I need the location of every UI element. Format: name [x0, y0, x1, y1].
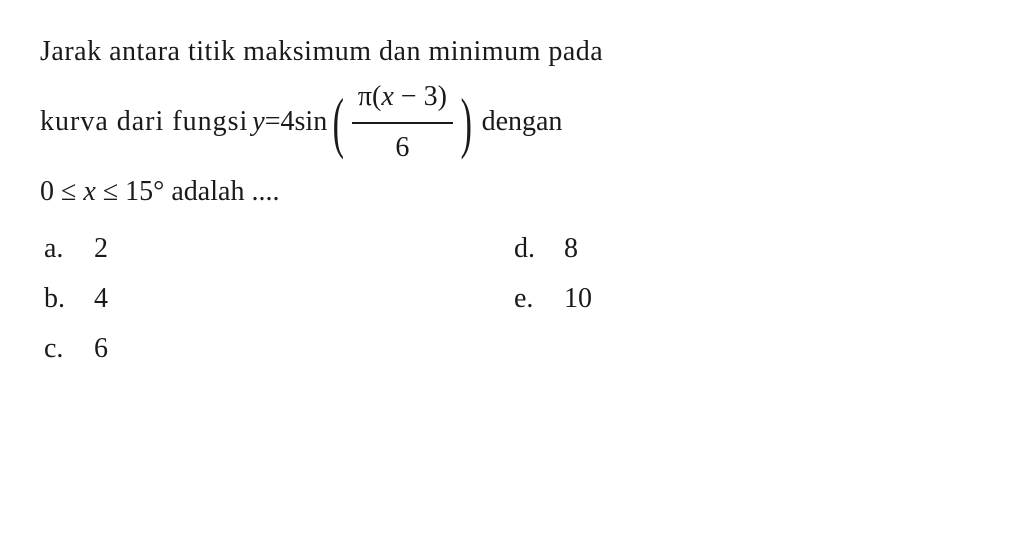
equation: y = 4 sin ( π(x − 3) 6 ) [252, 75, 477, 171]
option-d-value: 8 [564, 233, 578, 265]
option-b: b. 4 [44, 283, 514, 315]
option-c-value: 6 [94, 333, 108, 365]
option-e-letter: e. [514, 283, 564, 315]
frac-pi: π [358, 81, 372, 112]
line2-right-text: dengan [482, 100, 563, 145]
eq-coef: 4 [281, 100, 295, 145]
question-block: Jarak antara titik maksimum dan minimum … [40, 30, 984, 215]
eq-fn: sin [295, 100, 328, 145]
question-line-3: 0 ≤ x ≤ 15° adalah .... [40, 170, 984, 215]
question-line-1: Jarak antara titik maksimum dan minimum … [40, 30, 984, 75]
close-paren-icon: ) [461, 95, 472, 149]
option-a: a. 2 [44, 233, 514, 265]
frac-close: ) [438, 81, 447, 112]
range-var: x [83, 176, 95, 207]
option-a-letter: a. [44, 233, 94, 265]
frac-minus: − 3 [394, 81, 438, 112]
range-lhs: 0 ≤ [40, 176, 83, 207]
option-b-value: 4 [94, 283, 108, 315]
option-a-value: 2 [94, 233, 108, 265]
option-b-letter: b. [44, 283, 94, 315]
options-grid: a. 2 b. 4 c. 6 d. 8 e. 10 [40, 233, 984, 365]
eq-equals: = [265, 100, 281, 145]
open-paren-icon: ( [333, 95, 344, 149]
frac-open: ( [372, 81, 381, 112]
option-e-value: 10 [564, 283, 592, 315]
option-d: d. 8 [514, 233, 984, 265]
fraction-denominator: 6 [395, 124, 409, 171]
option-c-letter: c. [44, 333, 94, 365]
option-d-letter: d. [514, 233, 564, 265]
fraction: π(x − 3) 6 [352, 75, 453, 171]
option-e: e. 10 [514, 283, 984, 315]
fraction-numerator: π(x − 3) [352, 75, 453, 124]
question-line-2: kurva dari fungsi y = 4 sin ( π(x − 3) 6… [40, 75, 984, 171]
frac-var: x [381, 81, 393, 112]
eq-y: y [252, 100, 264, 145]
range-rhs: ≤ 15° adalah .... [96, 176, 280, 207]
option-c: c. 6 [44, 333, 514, 365]
line2-left-text: kurva dari fungsi [40, 100, 248, 145]
